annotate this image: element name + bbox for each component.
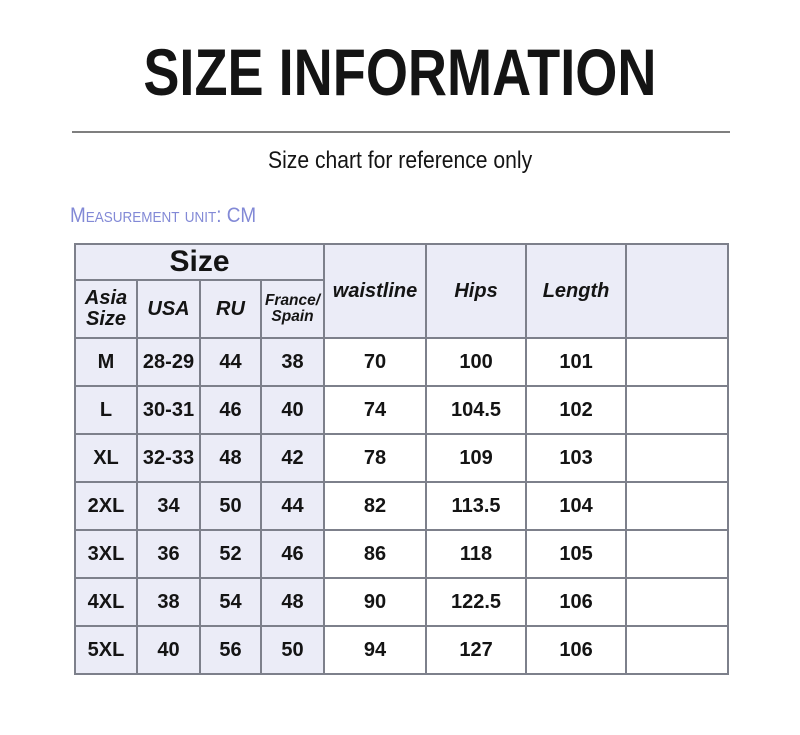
size-cell-usa: 28-29 [136,337,201,388]
size-cell-notes [625,433,730,484]
size-cell-france-spain: 46 [259,529,326,580]
col-header-empty [625,243,730,340]
size-cell-hips: 100 [425,337,528,388]
size-cell-asia-size: 5XL [74,625,138,676]
size-cell-france-spain: 44 [259,481,326,532]
table-row: M 28-29 44 38 70 100 101 [74,337,730,388]
size-table: Size waistline Hips Length Asia Size USA… [73,243,730,676]
col-header-usa: USA [136,279,201,340]
size-cell-hips: 113.5 [425,481,528,532]
size-cell-asia-size: 4XL [74,577,138,628]
page-title-text: SIZE INFORMATION [143,35,657,109]
table-row: 2XL 34 50 44 82 113.5 104 [74,481,730,532]
col-header-ru: RU [199,279,262,340]
size-cell-waistline: 70 [323,337,428,388]
size-cell-notes [625,625,730,676]
size-cell-usa: 38 [136,577,201,628]
size-cell-waistline: 90 [323,577,428,628]
size-cell-ru: 44 [199,337,262,388]
table-row: 4XL 38 54 48 90 122.5 106 [74,577,730,628]
size-cell-hips: 118 [425,529,528,580]
size-cell-asia-size: 3XL [74,529,138,580]
size-cell-length: 106 [525,625,628,676]
size-cell-length: 105 [525,529,628,580]
size-cell-length: 102 [525,385,628,436]
header-row-group: Size waistline Hips Length [73,243,730,340]
size-cell-waistline: 86 [323,529,428,580]
size-cell-length: 103 [525,433,628,484]
col-header-france-spain: France/Spain [259,279,326,340]
table-row: L 30-31 46 40 74 104.5 102 [74,385,730,436]
size-cell-notes [625,337,730,388]
header-row-subsizes: Asia Size USA RU France/Spain [74,279,728,340]
size-cell-waistline: 94 [323,625,428,676]
size-cell-usa: 32-33 [136,433,201,484]
size-cell-usa: 36 [136,529,201,580]
size-cell-ru: 52 [199,529,262,580]
title-divider [72,130,730,133]
size-cell-waistline: 82 [323,481,428,532]
size-cell-ru: 46 [199,385,262,436]
size-cell-france-spain: 42 [259,433,326,484]
size-group-header: Size [73,243,326,282]
size-cell-france-spain: 38 [259,337,326,388]
measurement-unit-text: Measurement unit: CM [70,204,257,228]
size-cell-notes [625,481,730,532]
size-cell-hips: 122.5 [425,577,528,628]
size-cell-asia-size: M [74,337,138,388]
col-header-asia-size: Asia Size [74,279,138,340]
size-cell-asia-size: XL [74,433,138,484]
col-header-hips: Hips [425,243,528,340]
size-cell-ru: 56 [199,625,262,676]
size-cell-asia-size: L [74,385,138,436]
size-cell-waistline: 74 [323,385,428,436]
size-cell-notes [625,529,730,580]
size-cell-ru: 48 [199,433,262,484]
table-row: XL 32-33 48 42 78 109 103 [74,433,730,484]
size-cell-notes [625,577,730,628]
size-cell-usa: 34 [136,481,201,532]
measurement-unit-label: Measurement unit: CM [70,204,800,227]
table-row: 3XL 36 52 46 86 118 105 [74,529,730,580]
size-cell-waistline: 78 [323,433,428,484]
page-title: SIZE INFORMATION [0,36,800,109]
size-cell-asia-size: 2XL [74,481,138,532]
size-cell-usa: 40 [136,625,201,676]
size-cell-france-spain: 50 [259,625,326,676]
subtitle-text: Size chart for reference only [267,146,533,174]
size-cell-notes [625,385,730,436]
subtitle: Size chart for reference only [0,147,800,175]
size-cell-length: 106 [525,577,628,628]
size-cell-ru: 50 [199,481,262,532]
size-cell-hips: 127 [425,625,528,676]
size-cell-france-spain: 48 [259,577,326,628]
size-cell-hips: 104.5 [425,385,528,436]
size-cell-france-spain: 40 [259,385,326,436]
size-cell-length: 101 [525,337,628,388]
table-row: 5XL 40 56 50 94 127 106 [74,625,730,676]
col-header-waistline: waistline [323,243,428,340]
size-cell-hips: 109 [425,433,528,484]
col-header-length: Length [525,243,628,340]
size-cell-usa: 30-31 [136,385,201,436]
size-cell-length: 104 [525,481,628,532]
size-cell-ru: 54 [199,577,262,628]
